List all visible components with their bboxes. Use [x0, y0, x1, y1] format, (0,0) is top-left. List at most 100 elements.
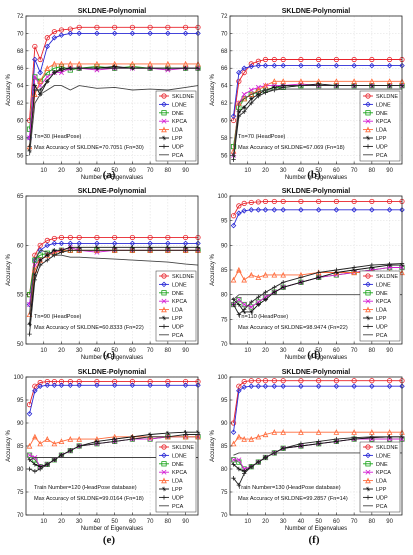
data-point: [263, 297, 268, 302]
data-point: [236, 302, 242, 307]
data-point: [37, 383, 43, 389]
data-point: [58, 240, 65, 247]
legend-box: [359, 441, 401, 513]
data-point: [165, 378, 171, 385]
legend-label: DNE: [172, 291, 184, 297]
panel-caption: (e): [103, 534, 116, 546]
x-tick-label: 10: [244, 168, 251, 174]
data-point: [129, 378, 135, 385]
x-tick-label: 50: [111, 519, 118, 525]
data-point: [68, 248, 73, 253]
data-point: [231, 476, 236, 481]
legend-label: DNE: [172, 111, 184, 117]
data-point: [236, 297, 242, 303]
data-point: [165, 66, 171, 71]
data-point: [44, 74, 50, 80]
data-point: [351, 435, 357, 440]
data-point: [369, 383, 375, 389]
legend-label: LDA: [376, 308, 387, 314]
legend-label: PCA: [376, 333, 388, 339]
data-point: [37, 56, 43, 63]
y-tick-label: 70: [221, 31, 228, 37]
data-point: [241, 91, 247, 97]
x-tick-label: 30: [76, 168, 83, 174]
x-axis-label: Number of Eigenvalues: [81, 526, 143, 532]
data-point: [316, 56, 322, 63]
data-point: [280, 280, 286, 285]
legend-label: KPCA: [172, 470, 187, 476]
y-tick-label: 85: [221, 444, 228, 450]
data-point: [241, 471, 247, 476]
chart-panel: 10 20 30 40 50 60 70 80 90 70 75 80 85 90 95 100 SKLDNE-…: [210, 188, 405, 361]
data-point: [280, 429, 287, 435]
data-point: [280, 383, 286, 389]
data-point: [58, 234, 65, 241]
data-point: [351, 378, 357, 384]
data-point: [262, 207, 269, 213]
data-point: [165, 234, 171, 241]
data-point: [262, 56, 269, 63]
data-point: [386, 56, 393, 63]
data-point: [67, 378, 73, 385]
series-line-skldne: [233, 59, 402, 121]
x-tick-label: 40: [94, 519, 101, 525]
legend-marker: [161, 469, 167, 475]
legend-label: UDP: [376, 495, 388, 501]
annotation-text: Max Accuracy of SKLDNE=99.0164 (Fn=18): [34, 496, 144, 502]
data-point: [165, 30, 171, 37]
x-tick-label: 90: [386, 348, 393, 354]
data-point: [58, 27, 65, 33]
legend: SKLDNE LDNE DNE KPCA LDA LPP UDP PCA: [359, 441, 401, 513]
x-tick-label: 10: [244, 519, 251, 525]
data-point: [249, 464, 254, 469]
data-point: [271, 198, 277, 205]
legend-marker: [365, 110, 371, 116]
data-point: [241, 208, 247, 214]
data-point: [51, 378, 57, 385]
data-point: [182, 433, 189, 440]
data-point: [280, 446, 286, 451]
data-point: [32, 277, 38, 283]
data-point: [52, 248, 57, 253]
data-point: [249, 96, 254, 101]
x-axis-label: Number of Eigenvalues: [285, 175, 347, 181]
data-point: [37, 78, 44, 84]
data-point: [45, 253, 50, 258]
data-point: [32, 74, 38, 80]
data-point: [147, 434, 153, 439]
legend-label: SKLDNE: [172, 274, 194, 280]
legend-marker: [365, 452, 371, 459]
data-point: [262, 383, 269, 389]
chart-panel: 10 20 30 40 50 60 70 80 90 50 55 60 65 SKLDNE-Polynom…: [6, 188, 201, 361]
y-tick-label: 56: [17, 153, 24, 159]
data-point: [315, 62, 322, 69]
data-point: [52, 457, 57, 462]
data-point: [147, 378, 153, 385]
x-tick-label: 60: [333, 519, 340, 525]
data-point: [236, 388, 242, 394]
data-point: [67, 382, 74, 389]
data-point: [386, 383, 393, 389]
chart-title: SKLDNE-Polynomial: [78, 369, 147, 376]
legend-marker: [161, 126, 167, 133]
legend-marker: [161, 281, 167, 288]
y-tick-label: 75: [221, 317, 228, 323]
data-point: [129, 30, 136, 37]
data-point: [236, 312, 242, 317]
chart-panel: 10 20 30 40 50 60 70 80 90 70 75 80 85 90 95 100 SKLDNE-…: [6, 369, 201, 532]
annotation-text: Max Accuracy of SKLDNE=98.9474 (Fn=22): [238, 325, 348, 331]
legend-label: LPP: [172, 136, 183, 142]
data-point: [271, 383, 278, 389]
y-tick-label: 85: [221, 268, 228, 274]
x-tick-label: 90: [182, 168, 189, 174]
data-point: [32, 462, 38, 467]
chart-title: SKLDNE-Polynomial: [282, 188, 351, 195]
data-point: [147, 24, 153, 30]
data-point: [112, 439, 117, 444]
data-point: [52, 70, 57, 75]
data-point: [316, 439, 321, 444]
x-tick-label: 80: [369, 348, 376, 354]
data-point: [333, 378, 339, 384]
x-tick-label: 20: [58, 348, 65, 354]
